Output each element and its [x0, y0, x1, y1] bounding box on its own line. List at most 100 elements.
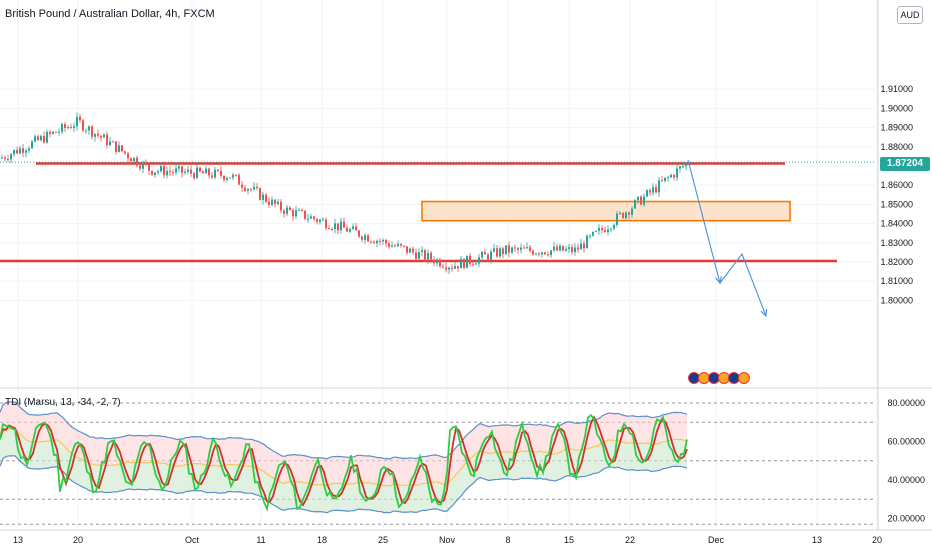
tdi-indicator-pane — [0, 401, 875, 525]
candle-body — [67, 127, 69, 129]
candle-body — [259, 188, 261, 200]
candle-body — [532, 250, 534, 255]
candle-body — [298, 209, 300, 211]
candle-body — [157, 171, 159, 173]
lower-band — [0, 455, 688, 514]
candle-body — [148, 164, 150, 171]
candle-body — [565, 248, 567, 251]
candle-body — [415, 252, 417, 259]
candle-body — [511, 247, 513, 253]
candle-body — [256, 186, 258, 189]
candle-body — [631, 208, 633, 215]
price-tick-label: 1.80000 — [880, 295, 913, 305]
candle-body — [508, 245, 510, 253]
candle-body — [526, 247, 528, 249]
candle-body — [541, 252, 543, 255]
candle-body — [661, 180, 663, 182]
candle-body — [517, 248, 519, 250]
candle-body — [7, 158, 9, 160]
candle-body — [97, 133, 99, 136]
currency-button[interactable]: AUD — [897, 6, 923, 24]
candle-body — [286, 207, 288, 214]
candle-body — [205, 168, 207, 174]
candle-body — [130, 158, 132, 162]
candle-body — [40, 136, 42, 141]
candle-body — [100, 135, 102, 138]
zone-rectangle — [421, 200, 791, 222]
candle-body — [73, 126, 75, 129]
candle-body — [607, 229, 609, 233]
candle-body — [94, 133, 96, 137]
candle-body — [400, 243, 402, 246]
candle-body — [178, 166, 180, 169]
candle-body — [391, 245, 393, 247]
price-tick-label: 1.88000 — [880, 142, 913, 152]
candle-body — [496, 248, 498, 257]
event-icon — [698, 372, 710, 384]
candle-body — [169, 171, 171, 173]
candle-body — [109, 141, 111, 146]
candle-body — [385, 239, 387, 244]
candle-body — [499, 248, 501, 257]
indicator-tick-label: 20.00000 — [887, 514, 925, 524]
event-icon — [738, 372, 750, 384]
candle-body — [19, 148, 21, 154]
candle-body — [646, 190, 648, 197]
candle-body — [460, 258, 462, 269]
candle-body — [316, 219, 318, 222]
candle-body — [115, 141, 117, 152]
time-tick-label: Nov — [439, 535, 456, 545]
candle-body — [55, 131, 57, 133]
candle-body — [577, 247, 579, 250]
event-icon — [718, 372, 730, 384]
candle-body — [595, 230, 597, 232]
candle-body — [412, 248, 414, 253]
candle-body — [196, 167, 198, 179]
candle-body — [466, 255, 468, 268]
candle-body — [598, 228, 600, 231]
candle-body — [364, 235, 366, 240]
candle-body — [562, 245, 564, 251]
candle-body — [505, 245, 507, 254]
candle-body — [472, 263, 474, 265]
candle-body — [673, 174, 675, 178]
time-tick-label: 20 — [872, 535, 882, 545]
price-tick-label: 1.91000 — [880, 84, 913, 94]
candle-body — [211, 175, 213, 178]
candle-body — [172, 171, 174, 173]
time-tick-label: 20 — [73, 535, 83, 545]
candle-body — [310, 216, 312, 219]
candle-body — [424, 250, 426, 260]
candle-body — [247, 189, 249, 191]
candle-body — [10, 154, 12, 160]
candle-body — [667, 177, 669, 179]
candle-body — [229, 177, 231, 179]
candle-body — [568, 247, 570, 249]
candle-body — [454, 266, 456, 269]
candle-body — [226, 178, 228, 180]
candle-body — [250, 189, 252, 191]
candlesticks — [1, 112, 687, 275]
candle-body — [301, 209, 303, 211]
candle-body — [439, 259, 441, 267]
price-tick-label: 1.85000 — [880, 199, 913, 209]
candle-body — [358, 230, 360, 237]
candle-body — [88, 126, 90, 131]
candle-body — [373, 241, 375, 244]
candle-body — [289, 207, 291, 211]
candle-body — [319, 219, 321, 222]
candle-body — [163, 165, 165, 176]
price-tick-label: 1.89000 — [880, 123, 913, 133]
candle-body — [523, 247, 525, 249]
event-icon — [728, 372, 740, 384]
candle-body — [571, 247, 573, 253]
candle-body — [241, 184, 243, 188]
candle-body — [49, 131, 51, 134]
candle-body — [31, 141, 33, 149]
candle-body — [112, 141, 114, 143]
time-tick-label: Dec — [708, 535, 725, 545]
time-axis: 13 20 Oct 11 18 25 Nov 8 15 22 Dec 13 20 — [13, 535, 882, 545]
candle-body — [208, 168, 210, 176]
